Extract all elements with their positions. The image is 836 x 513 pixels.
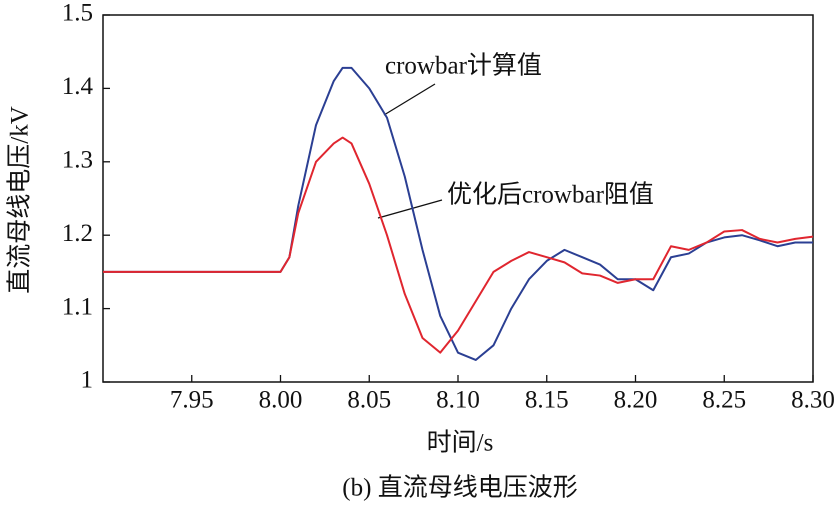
x-tick-label: 8.10 <box>436 387 480 414</box>
x-tick-label: 8.30 <box>791 387 835 414</box>
x-tick-label: 7.95 <box>170 387 214 414</box>
x-axis-label: 时间/s <box>427 429 494 457</box>
x-tick-label: 8.20 <box>614 387 658 414</box>
x-tick-label: 8.15 <box>525 387 569 414</box>
series-line <box>103 66 813 361</box>
y-tick-label: 1.5 <box>62 0 93 27</box>
y-tick-label: 1.2 <box>62 220 93 247</box>
y-tick-label: 1 <box>81 367 94 394</box>
x-tick-label: 8.25 <box>702 387 746 414</box>
annotation: crowbar计算值 <box>385 52 542 80</box>
y-tick-label: 1.4 <box>62 73 94 100</box>
y-tick-label: 1.3 <box>62 147 93 174</box>
annotation: 优化后crowbar阻值 <box>447 181 654 209</box>
leader-line <box>377 199 443 219</box>
x-tick-label: 8.00 <box>259 387 303 414</box>
series-line <box>103 136 814 354</box>
leader-line <box>383 83 436 116</box>
y-axis-label: 直流母线电压/kV <box>6 106 34 294</box>
caption: (b) 直流母线电压波形 <box>342 474 577 502</box>
y-tick-label: 1.1 <box>62 293 93 320</box>
x-tick-label: 8.05 <box>347 387 391 414</box>
